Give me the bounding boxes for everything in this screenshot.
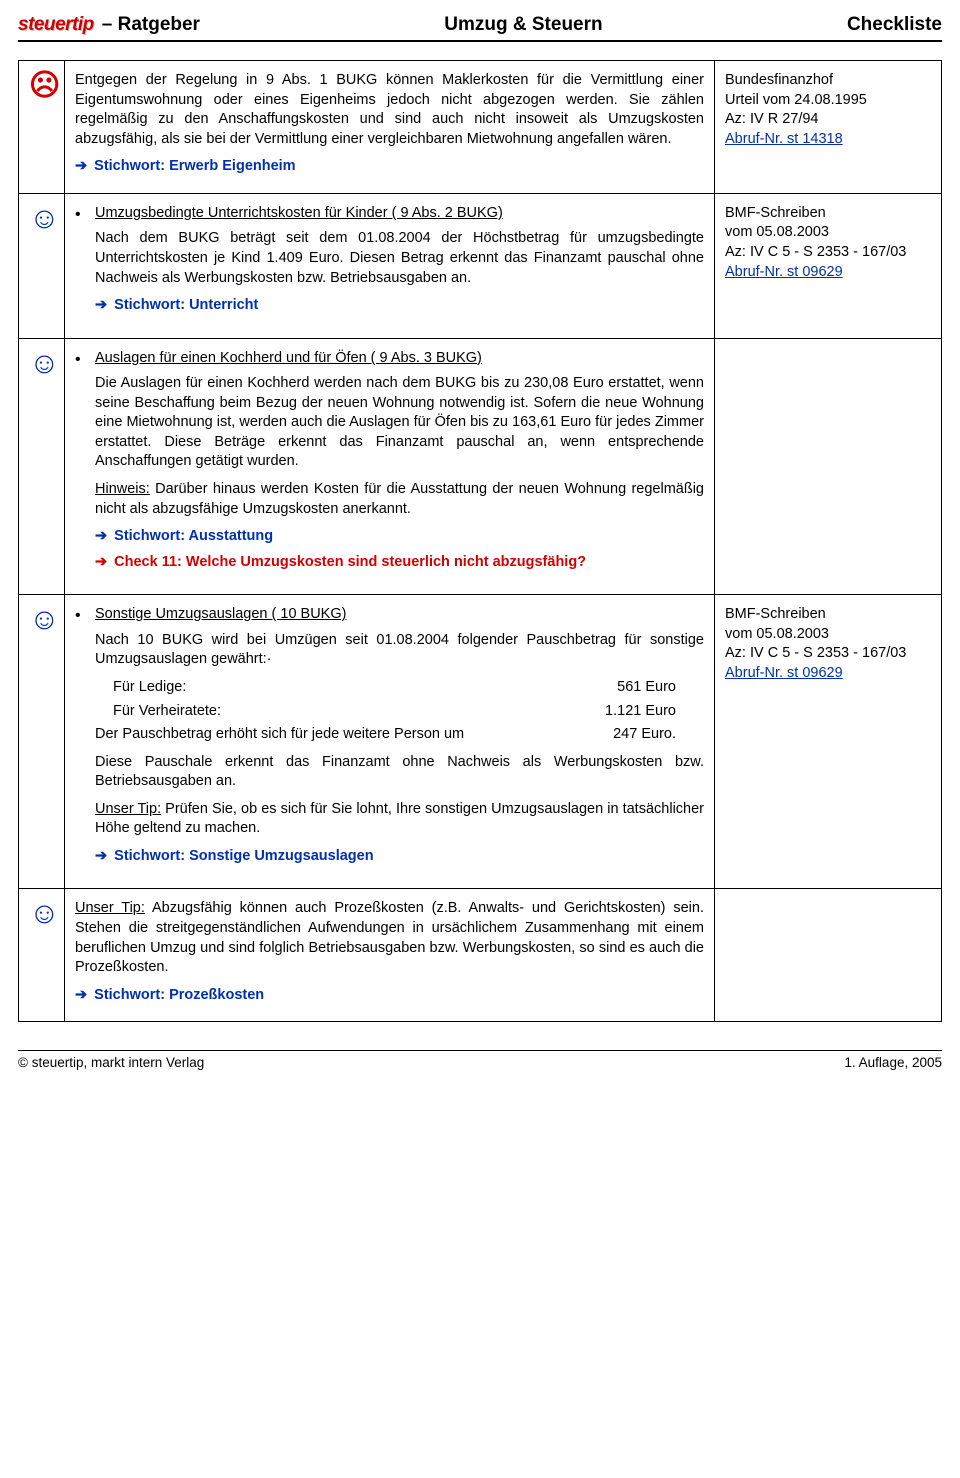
arrow-icon: ➔ (75, 157, 87, 177)
happy-face-icon: ☺ (29, 349, 54, 379)
reference-cell: BMF-Schreiben vom 05.08.2003 Az: IV C 5 … (715, 193, 942, 338)
header-title: Umzug & Steuern (444, 14, 602, 36)
stichwort-line: ➔ Stichwort: Unterricht (95, 296, 704, 316)
body-text: Entgegen der Regelung in 9 Abs. 1 BUKG k… (75, 71, 704, 149)
stichwort-line: ➔ Stichwort: Sonstige Umzugsauslagen (95, 847, 704, 867)
ref-az: Az: IV C 5 - S 2353 - 167/03 (725, 243, 931, 263)
ref-date: Urteil vom 24.08.1995 (725, 91, 931, 111)
check-line: ➔ Check 11: Welche Umzugskosten sind ste… (95, 553, 704, 573)
ref-source: Bundesfinanzhof (725, 71, 931, 91)
arrow-icon: ➔ (95, 553, 107, 573)
footer-copyright: © steuertip, markt intern Verlag (18, 1055, 204, 1070)
table-row: ☺ Auslagen für einen Kochherd und für Öf… (19, 338, 942, 595)
amount-row: Für Ledige: 561 Euro (95, 678, 704, 698)
happy-face-icon: ☺ (29, 605, 54, 635)
amount-row: Für Verheiratete: 1.121 Euro (95, 702, 704, 722)
arrow-icon: ➔ (95, 296, 107, 316)
ref-date: vom 05.08.2003 (725, 625, 931, 645)
sad-face-icon: ☹ (29, 71, 54, 101)
ref-link[interactable]: Abruf-Nr. st 09629 (725, 665, 843, 681)
arrow-icon: ➔ (95, 527, 107, 547)
bullet-icon (75, 605, 85, 870)
reference-cell: Bundesfinanzhof Urteil vom 24.08.1995 Az… (715, 61, 942, 194)
reference-cell (715, 338, 942, 595)
bullet-title: Sonstige Umzugsauslagen ( 10 BUKG) (95, 605, 704, 625)
happy-face-icon: ☺ (29, 204, 54, 234)
tip-text: Unser Tip: Abzugsfähig können auch Proze… (75, 899, 704, 977)
body-text: Diese Pauschale erkennt das Finanzamt oh… (95, 753, 704, 792)
arrow-icon: ➔ (75, 986, 87, 1006)
hinweis-text: Hinweis: Darüber hinaus werden Kosten fü… (95, 480, 704, 519)
body-text: Die Auslagen für einen Kochherd werden n… (95, 374, 704, 472)
ref-link[interactable]: Abruf-Nr. st 09629 (725, 264, 843, 280)
stichwort-line: ➔ Stichwort: Ausstattung (95, 527, 704, 547)
footer-edition: 1. Auflage, 2005 (844, 1055, 942, 1070)
page-header: steuertip – Ratgeber Umzug & Steuern Che… (18, 14, 942, 42)
ref-az: Az: IV C 5 - S 2353 - 167/03 (725, 644, 931, 664)
bullet-icon (75, 204, 85, 320)
header-type: Checkliste (847, 14, 942, 36)
stichwort-line: ➔ Stichwort: Erwerb Eigenheim (75, 157, 704, 177)
logo: steuertip (18, 14, 94, 36)
happy-face-icon: ☺ (29, 899, 54, 929)
body-text: Nach 10 BUKG wird bei Umzügen seit 01.08… (95, 631, 704, 670)
reference-cell: BMF-Schreiben vom 05.08.2003 Az: IV C 5 … (715, 595, 942, 889)
amount-row: Der Pauschbetrag erhöht sich für jede we… (95, 725, 704, 745)
bullet-title: Umzugsbedingte Unterrichtskosten für Kin… (95, 204, 704, 224)
bullet-item: Sonstige Umzugsauslagen ( 10 BUKG) Nach … (75, 605, 704, 870)
tip-text: Unser Tip: Prüfen Sie, ob es sich für Si… (95, 800, 704, 839)
table-row: ☺ Sonstige Umzugsauslagen ( 10 BUKG) Nac… (19, 595, 942, 889)
ref-source: BMF-Schreiben (725, 204, 931, 224)
page-footer: © steuertip, markt intern Verlag 1. Aufl… (18, 1050, 942, 1070)
reference-cell (715, 889, 942, 1022)
table-row: ☹ Entgegen der Regelung in 9 Abs. 1 BUKG… (19, 61, 942, 194)
bullet-title: Auslagen für einen Kochherd und für Öfen… (95, 349, 704, 369)
checklist-table: ☹ Entgegen der Regelung in 9 Abs. 1 BUKG… (18, 60, 942, 1022)
ref-link[interactable]: Abruf-Nr. st 14318 (725, 131, 843, 147)
ref-az: Az: IV R 27/94 (725, 110, 931, 130)
bullet-icon (75, 349, 85, 577)
table-row: ☺ Unser Tip: Abzugsfähig können auch Pro… (19, 889, 942, 1022)
bullet-item: Umzugsbedingte Unterrichtskosten für Kin… (75, 204, 704, 320)
table-row: ☺ Umzugsbedingte Unterrichtskosten für K… (19, 193, 942, 338)
ref-source: BMF-Schreiben (725, 605, 931, 625)
header-left: steuertip – Ratgeber (18, 14, 200, 36)
bullet-item: Auslagen für einen Kochherd und für Öfen… (75, 349, 704, 577)
body-text: Nach dem BUKG beträgt seit dem 01.08.200… (95, 229, 704, 288)
ref-date: vom 05.08.2003 (725, 223, 931, 243)
stichwort-line: ➔ Stichwort: Prozeßkosten (75, 986, 704, 1006)
header-subtitle: – Ratgeber (102, 14, 200, 36)
arrow-icon: ➔ (95, 847, 107, 867)
